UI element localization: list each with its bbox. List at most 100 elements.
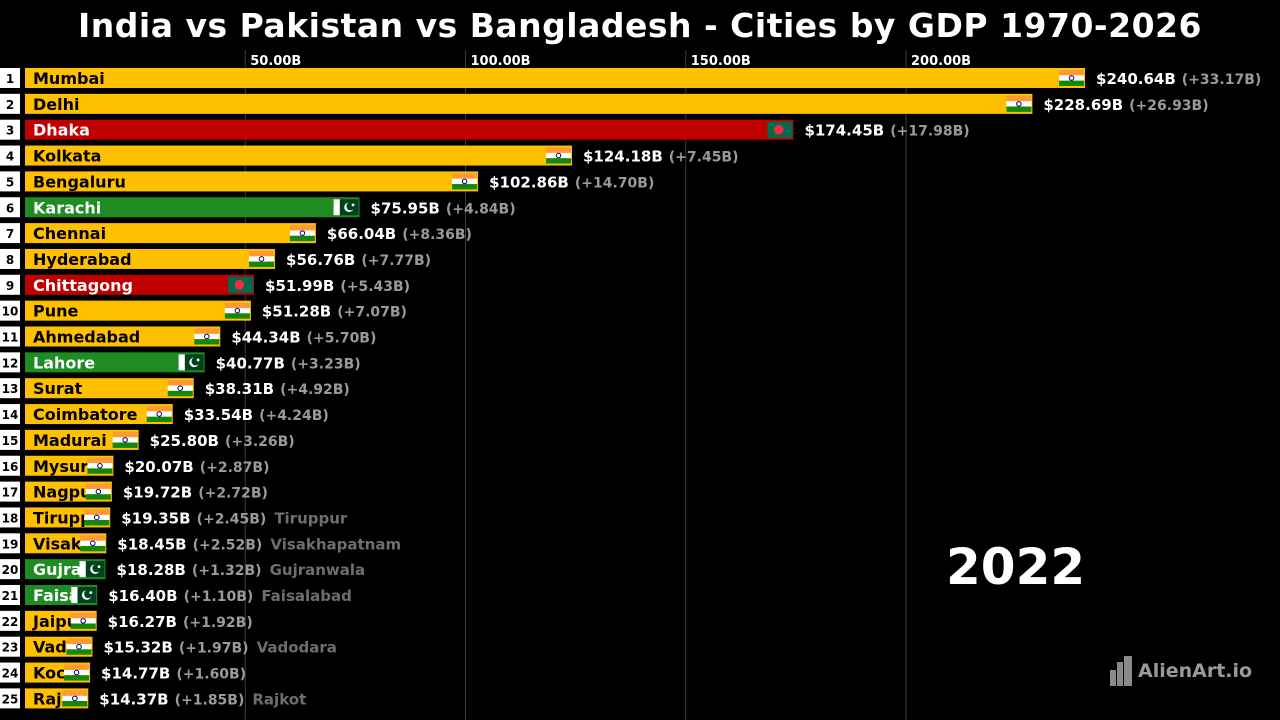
rank-label: 7 xyxy=(6,227,14,241)
bar-change-label: (+3.26B) xyxy=(225,434,295,450)
rank-box xyxy=(0,93,20,114)
bar xyxy=(25,197,360,218)
bar-value-label: $228.69B xyxy=(1043,96,1123,114)
bar-value-label: $18.28B xyxy=(117,561,186,579)
bar xyxy=(25,93,1033,114)
flag-india-icon xyxy=(452,173,478,190)
bar-change-label: (+2.87B) xyxy=(200,460,270,476)
rank-label: 16 xyxy=(2,460,19,474)
rank-label: 8 xyxy=(6,253,14,267)
chart-title: India vs Pakistan vs Bangladesh - Cities… xyxy=(78,6,1202,45)
bar-value-label: $25.80B xyxy=(150,432,219,450)
year-label: 2022 xyxy=(946,538,1086,596)
bar xyxy=(25,274,255,295)
rank-label: 3 xyxy=(6,124,14,138)
bar xyxy=(25,145,573,166)
flag-india-icon xyxy=(112,431,138,448)
bar-change-label: (+2.72B) xyxy=(198,486,268,502)
rank-label: 1 xyxy=(6,72,14,86)
bar-outside-city-label: Rajkot xyxy=(252,690,306,708)
rank-box xyxy=(0,481,20,502)
bar-city-label: Ahmedabad xyxy=(33,328,140,347)
bar-change-label: (+1.32B) xyxy=(192,563,262,579)
bar xyxy=(25,378,194,399)
rank-label: 14 xyxy=(2,408,19,422)
flag-india-icon xyxy=(1006,95,1032,112)
flag-bangladesh-icon xyxy=(767,121,793,138)
bar-city-label: Dhaka xyxy=(33,121,90,140)
flag-india-icon xyxy=(146,406,172,423)
bar-change-label: (+3.23B) xyxy=(291,356,361,372)
rank-label: 18 xyxy=(2,511,19,525)
flag-india-icon xyxy=(87,457,113,474)
bar xyxy=(25,404,173,425)
rank-label: 19 xyxy=(2,537,19,551)
brand-name: AlienArt.io xyxy=(1138,660,1253,682)
bar-city-label: Surat xyxy=(33,379,83,398)
bar xyxy=(25,429,139,450)
flag-india-icon xyxy=(80,535,106,552)
flag-india-icon xyxy=(66,638,92,655)
bar xyxy=(25,300,251,321)
rank-label: 21 xyxy=(2,589,19,603)
rank-label: 25 xyxy=(2,692,19,706)
bar-value-label: $102.86B xyxy=(489,173,569,191)
bar-value-label: $75.95B xyxy=(371,199,440,217)
rank-box xyxy=(0,68,20,88)
bar-value-label: $19.35B xyxy=(121,509,190,527)
bar-outside-city-label: Gujranwala xyxy=(270,561,366,579)
rank-box xyxy=(0,326,20,347)
bar-change-label: (+4.84B) xyxy=(446,201,516,217)
bar-city-label: Chennai xyxy=(33,224,106,243)
bar-change-label: (+1.97B) xyxy=(179,641,249,657)
bar-value-label: $56.76B xyxy=(286,251,355,269)
bar-change-label: (+7.45B) xyxy=(669,150,739,166)
bar-outside-city-label: Vadodara xyxy=(257,639,337,657)
flag-india-icon xyxy=(64,664,90,681)
bar-change-label: (+2.45B) xyxy=(197,511,267,527)
bar-city-label: Chittagong xyxy=(33,276,133,295)
bar-change-label: (+7.77B) xyxy=(361,253,431,269)
bar-value-label: $124.18B xyxy=(583,148,663,166)
bar-change-label: (+26.93B) xyxy=(1129,98,1208,114)
rank-box xyxy=(0,455,20,476)
rank-box xyxy=(0,636,20,657)
bar-change-label: (+7.07B) xyxy=(337,305,407,321)
rank-label: 20 xyxy=(2,563,19,577)
rank-box xyxy=(0,197,20,218)
rank-box xyxy=(0,171,20,192)
bar-city-label: Pune xyxy=(33,302,79,321)
rank-box xyxy=(0,429,20,450)
rank-box xyxy=(0,533,20,554)
bar-city-label: Madurai xyxy=(33,431,107,450)
bar-city-label: Nagpur xyxy=(33,483,99,502)
bar-value-label: $19.72B xyxy=(123,484,192,502)
flag-india-icon xyxy=(62,690,88,707)
bar-city-label: Mysuru xyxy=(33,457,100,476)
rank-label: 23 xyxy=(2,641,19,655)
bar-value-label: $14.77B xyxy=(101,665,170,683)
flag-pakistan-icon xyxy=(79,561,105,578)
rank-box xyxy=(0,223,20,244)
bar-value-label: $16.40B xyxy=(108,587,177,605)
flag-bangladesh-icon xyxy=(228,276,254,293)
flag-pakistan-icon xyxy=(178,354,204,371)
flag-india-icon xyxy=(167,380,193,397)
bar-value-label: $240.64B xyxy=(1096,70,1176,88)
bar-value-label: $16.27B xyxy=(108,613,177,631)
bar-city-label: Delhi xyxy=(33,95,80,114)
rank-box xyxy=(0,404,20,425)
bar-city-label: Coimbatore xyxy=(33,405,138,424)
rank-label: 2 xyxy=(6,98,14,112)
bar xyxy=(25,352,205,373)
rank-box xyxy=(0,300,20,321)
flag-india-icon xyxy=(1059,70,1085,86)
bar-value-label: $66.04B xyxy=(327,225,396,243)
bar-city-label: Karachi xyxy=(33,198,101,217)
bar xyxy=(25,223,316,244)
bar-change-label: (+5.43B) xyxy=(340,279,410,295)
rank-box xyxy=(0,585,20,605)
flag-india-icon xyxy=(289,225,315,242)
rank-label: 22 xyxy=(2,615,19,629)
bar-outside-city-label: Faisalabad xyxy=(261,587,352,605)
